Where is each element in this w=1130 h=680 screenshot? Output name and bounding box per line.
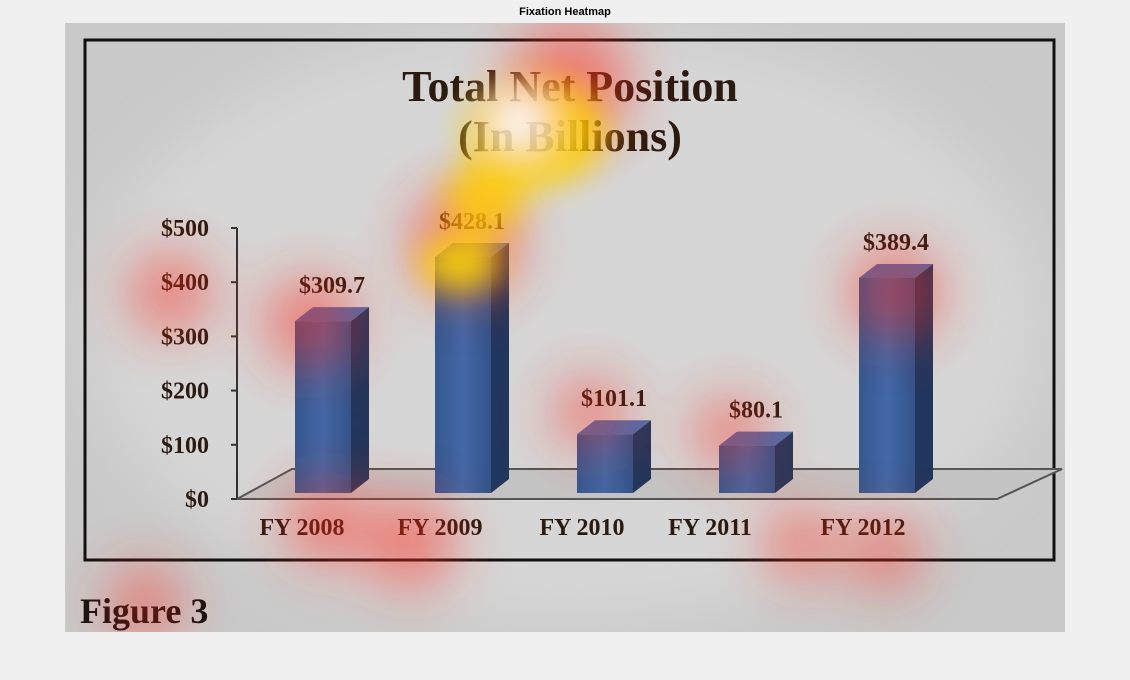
bar-side <box>491 242 509 493</box>
x-tick-label: FY 2011 <box>668 515 752 541</box>
y-tick-label: $200 <box>161 379 209 405</box>
heat-spot <box>850 518 920 588</box>
heat-spot <box>850 248 940 338</box>
bar-side <box>351 307 369 493</box>
y-tick-label: $100 <box>161 433 209 459</box>
figure-title: Fixation Heatmap <box>519 6 611 18</box>
bar-side <box>633 420 651 493</box>
heatmap-image: Total Net Position (In Billions) $0$100$… <box>65 23 1065 632</box>
heat-spot <box>285 483 365 563</box>
heat-spot <box>445 163 525 233</box>
heat-spot <box>765 508 835 578</box>
heat-spot <box>110 568 180 632</box>
x-tick-label: FY 2010 <box>539 515 624 541</box>
heat-spot <box>265 278 355 368</box>
heat-spot <box>420 235 500 291</box>
bar-chart: Total Net Position (In Billions) $0$100$… <box>65 23 1065 632</box>
fixation-overlay <box>110 23 940 632</box>
bar-side <box>775 431 793 493</box>
heat-spot <box>555 378 625 448</box>
y-tick-label: $500 <box>161 216 209 242</box>
heat-spot <box>695 398 765 468</box>
heat-spot <box>365 498 455 588</box>
y-tick-label: $0 <box>185 487 209 513</box>
heat-spot <box>130 253 210 333</box>
heat-peak <box>494 95 546 147</box>
